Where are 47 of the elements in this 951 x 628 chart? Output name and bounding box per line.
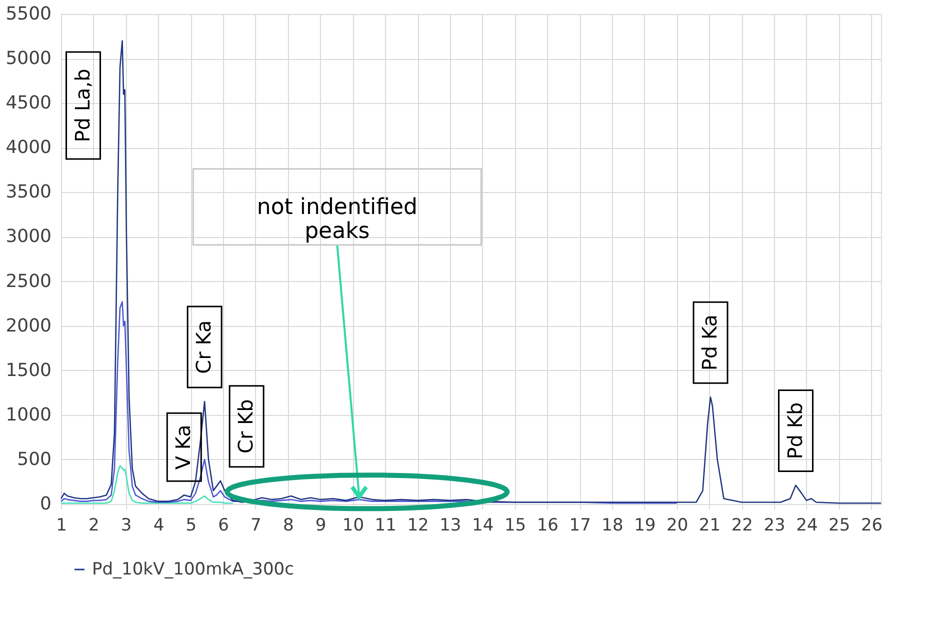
x-tick-label: 14	[472, 516, 494, 536]
y-tick-label: 2000	[6, 315, 52, 336]
y-tick-label: 1000	[6, 404, 52, 426]
x-tick-label: 24	[796, 516, 818, 536]
x-tick-label: 20	[666, 516, 688, 536]
y-tick-label: 5500	[6, 4, 52, 24]
legend-label: Pd_10kV_100mkA_300c	[92, 560, 294, 580]
x-tick-label: 17	[569, 516, 591, 536]
x-tick-label: 18	[602, 516, 624, 536]
y-tick-label: 2500	[6, 270, 52, 292]
x-tick-label: 3	[120, 516, 132, 536]
x-tick-label: 2	[88, 516, 100, 536]
x-tick-label: 4	[153, 516, 164, 536]
x-tick-label: 8	[282, 516, 294, 536]
x-tick-label: 26	[860, 516, 883, 536]
annotation: not indentified peaks	[256, 194, 418, 244]
annotation: Cr Ka	[192, 320, 216, 374]
y-tick-label: 4500	[6, 92, 52, 114]
y-tick-label: 3000	[6, 226, 52, 248]
line-series	[60, 40, 882, 504]
x-tick-label: 25	[828, 516, 850, 536]
y-tick-label: 500	[17, 448, 52, 470]
x-tick-label: 15	[504, 516, 526, 536]
annotation: Cr Kb	[234, 399, 258, 454]
x-tick-label: 23	[764, 516, 786, 536]
x-tick-label: 10	[342, 516, 364, 536]
annotation: Pd La,b	[70, 68, 94, 142]
x-tick-label: 7	[250, 516, 262, 536]
x-tick-label: 11	[374, 516, 396, 536]
x-tick-label: 19	[634, 516, 656, 536]
x-tick-label: 9	[315, 516, 326, 536]
x-tick-label: 5	[186, 516, 197, 536]
x-tick-label: 1	[56, 516, 67, 536]
annotation: V Ka	[171, 424, 196, 470]
x-tick-label: 6	[218, 516, 229, 536]
y-tick-label: 3500	[6, 182, 52, 203]
y-tick-label: 4000	[6, 137, 52, 158]
y-tick-label: 5000	[6, 48, 52, 70]
y-tick-label: 1500	[6, 360, 52, 381]
annotation: Pd Kb	[782, 402, 807, 460]
x-tick-label: 22	[731, 516, 753, 536]
x-tick-label: 12	[407, 516, 429, 536]
x-tick-label: 13	[440, 516, 462, 536]
x-tick-label: 16	[536, 516, 558, 536]
y-tick-label: 0	[40, 494, 52, 514]
x-tick-label: 21	[698, 516, 721, 536]
annotation: Pd Ka	[698, 314, 722, 371]
